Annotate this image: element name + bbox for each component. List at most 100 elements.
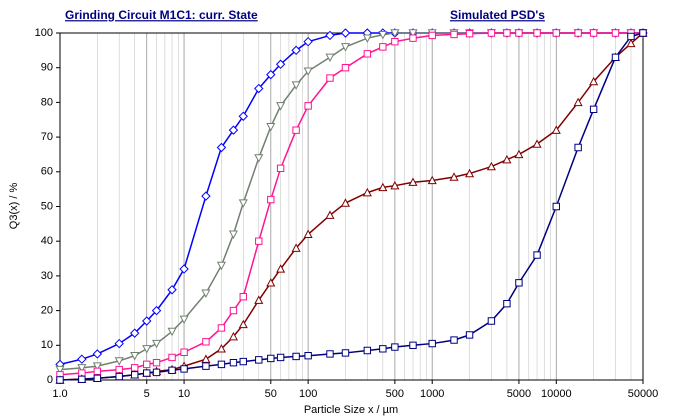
y-tick-label: 90 (41, 62, 53, 74)
x-tick-label: 1.0 (52, 388, 67, 400)
marker (291, 45, 301, 56)
marker (326, 350, 334, 358)
x-tick-label: 1000 (420, 388, 444, 400)
marker (552, 29, 560, 37)
marker (167, 285, 177, 295)
marker (201, 289, 211, 299)
marker (409, 34, 417, 42)
marker (239, 293, 247, 301)
marker (143, 369, 151, 377)
marker (639, 29, 647, 37)
marker (180, 365, 188, 373)
marker (378, 31, 388, 40)
marker (254, 295, 264, 304)
y-tick-label: 40 (41, 235, 53, 247)
marker (167, 327, 177, 337)
marker (92, 362, 102, 371)
y-axis-label: Q3(x) / % (8, 183, 20, 230)
marker (56, 376, 64, 384)
y-tick-label: 50 (41, 200, 53, 212)
marker (115, 365, 123, 374)
y-tick-label: 60 (41, 166, 53, 178)
marker (267, 195, 275, 204)
marker (143, 360, 151, 369)
marker (450, 336, 458, 344)
marker (486, 161, 496, 171)
marker (378, 182, 388, 192)
marker (304, 102, 312, 110)
marker (266, 69, 276, 80)
marker (449, 172, 459, 181)
marker (362, 187, 372, 197)
chart-title: Grinding Circuit M1C1: curr. State (65, 8, 258, 22)
marker (202, 338, 210, 346)
marker (408, 29, 418, 38)
marker (275, 59, 286, 69)
marker (515, 29, 523, 37)
marker (92, 349, 103, 359)
marker (216, 142, 227, 153)
x-tick-label: 5000 (507, 388, 531, 400)
marker (341, 64, 350, 72)
marker (428, 339, 436, 348)
marker (229, 306, 238, 315)
marker (291, 81, 301, 90)
marker (77, 364, 87, 373)
y-tick-label: 20 (41, 305, 53, 317)
marker (276, 102, 286, 111)
marker (202, 362, 210, 370)
marker (152, 368, 161, 377)
marker (114, 338, 124, 349)
marker (228, 230, 238, 240)
marker (217, 360, 226, 369)
marker (391, 37, 399, 46)
marker (428, 31, 436, 40)
marker (304, 352, 312, 360)
marker (142, 345, 152, 354)
marker (487, 29, 496, 37)
marker (515, 279, 523, 287)
marker (363, 50, 372, 58)
marker (217, 324, 226, 332)
marker (325, 30, 335, 41)
marker (254, 83, 264, 94)
marker (216, 344, 226, 353)
y-tick-label: 100 (35, 27, 53, 39)
marker (130, 364, 139, 372)
marker (326, 74, 334, 82)
marker (216, 261, 226, 271)
marker (379, 43, 387, 51)
marker (276, 264, 286, 273)
marker (267, 354, 275, 363)
marker (292, 352, 300, 361)
marker (465, 331, 474, 339)
series-line (59, 32, 643, 366)
marker (589, 105, 598, 114)
marker (292, 126, 300, 134)
marker (93, 367, 102, 376)
marker (276, 353, 285, 362)
marker (450, 30, 458, 39)
marker (363, 346, 372, 355)
marker (487, 317, 496, 325)
marker (238, 199, 248, 208)
marker (130, 352, 140, 361)
x-tick-label: 50000 (628, 388, 659, 400)
marker (573, 97, 583, 107)
marker (627, 32, 635, 41)
marker (180, 348, 188, 356)
marker (340, 198, 351, 207)
marker (238, 319, 248, 329)
marker (611, 29, 620, 37)
y-tick-label: 0 (47, 374, 53, 386)
marker (151, 305, 162, 316)
x-tick-label: 500 (386, 388, 404, 400)
marker (589, 76, 599, 86)
marker (255, 356, 263, 364)
marker (362, 34, 372, 43)
marker (427, 175, 437, 185)
chart-subtitle: Simulated PSD's (450, 8, 545, 22)
y-tick-label: 80 (41, 96, 53, 108)
marker (93, 374, 102, 382)
